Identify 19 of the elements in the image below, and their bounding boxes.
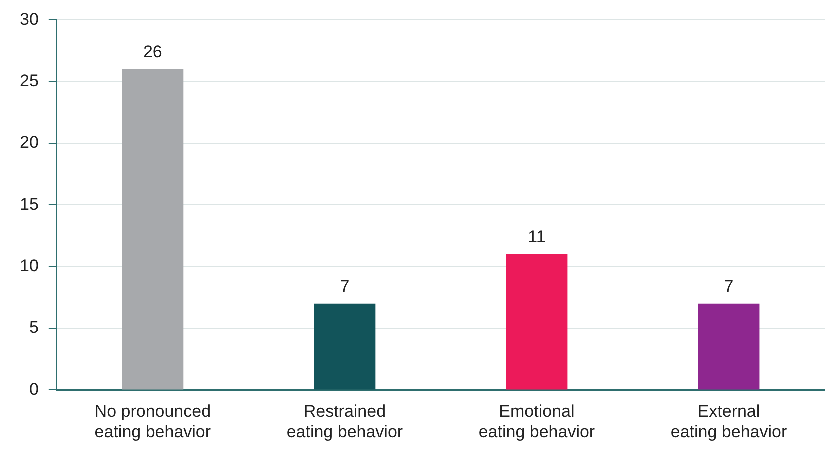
bar [698,304,760,390]
y-tick-label: 10 [20,256,39,276]
x-tick-label: No pronounced eating behavior [94,402,212,442]
bar [122,70,184,390]
y-tick-label: 0 [29,380,39,399]
x-tick-label: External eating behavior [670,402,788,442]
x-tick-label: Restrained eating behavior [286,402,404,442]
y-tick-label: 15 [20,194,39,214]
bar [506,254,568,390]
y-tick-label: 25 [20,72,39,91]
y-tick-label: 30 [20,10,39,29]
x-tick-label: Emotional eating behavior [478,402,596,442]
data-label: 26 [143,42,162,62]
data-label: 7 [724,277,734,296]
y-tick-label: 5 [29,318,39,338]
data-label: 7 [340,277,350,296]
data-label: 11 [528,228,546,247]
y-tick-label: 20 [20,133,39,152]
bar [314,304,376,390]
